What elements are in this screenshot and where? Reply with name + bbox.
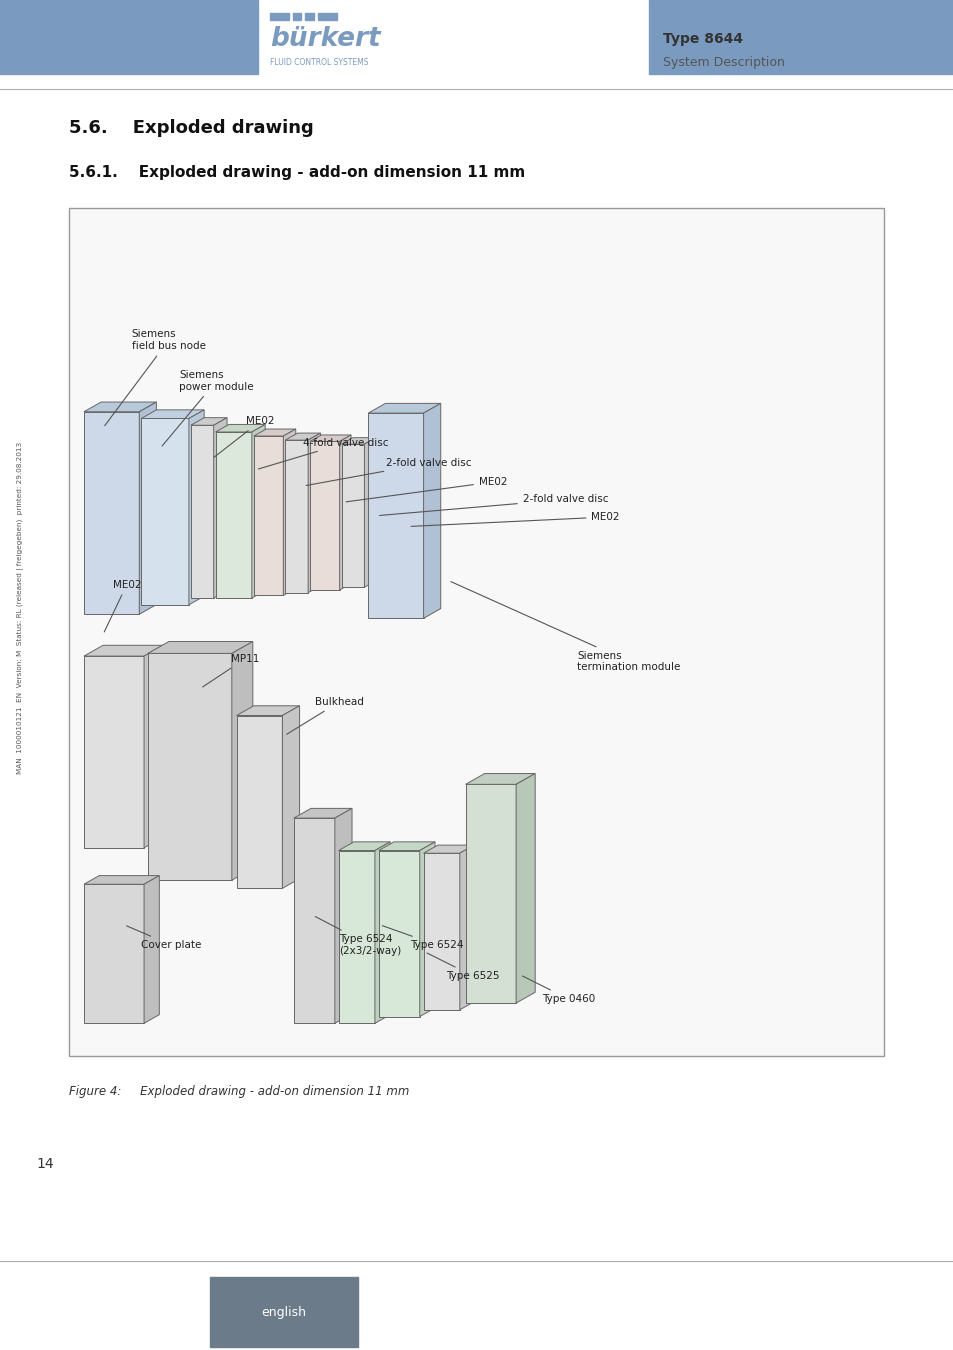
Polygon shape — [139, 402, 156, 614]
Text: Type 6525: Type 6525 — [427, 953, 499, 981]
Polygon shape — [285, 433, 320, 440]
Polygon shape — [144, 876, 159, 1023]
Polygon shape — [191, 425, 213, 598]
Polygon shape — [338, 842, 390, 850]
Polygon shape — [84, 645, 163, 656]
Polygon shape — [253, 436, 283, 595]
Text: ME02: ME02 — [104, 579, 141, 632]
Text: Type 0460: Type 0460 — [522, 976, 595, 1004]
Polygon shape — [236, 716, 282, 888]
Text: 2-fold valve disc: 2-fold valve disc — [379, 494, 608, 516]
Polygon shape — [148, 653, 232, 880]
Bar — [69, 208, 883, 1056]
Text: 14: 14 — [36, 1157, 53, 1170]
Polygon shape — [141, 410, 204, 418]
Polygon shape — [335, 809, 352, 1023]
Polygon shape — [84, 884, 144, 1023]
Bar — [305, 14, 314, 20]
Text: bürkert: bürkert — [270, 26, 380, 53]
Polygon shape — [285, 440, 308, 593]
Bar — [317, 14, 336, 20]
Polygon shape — [189, 410, 204, 605]
Polygon shape — [282, 706, 299, 888]
Polygon shape — [341, 437, 375, 444]
Text: Type 8644: Type 8644 — [662, 32, 742, 46]
Polygon shape — [294, 809, 352, 818]
Polygon shape — [215, 424, 265, 432]
Polygon shape — [252, 424, 265, 598]
Polygon shape — [84, 876, 159, 884]
Text: Siemens
termination module: Siemens termination module — [451, 582, 679, 672]
Polygon shape — [419, 842, 435, 1017]
Polygon shape — [423, 853, 459, 1010]
Polygon shape — [253, 429, 295, 436]
Polygon shape — [148, 641, 253, 653]
Polygon shape — [378, 850, 419, 1017]
Text: english: english — [260, 1305, 306, 1319]
Bar — [293, 14, 301, 20]
Text: 2-fold valve disc: 2-fold valve disc — [306, 458, 472, 486]
Polygon shape — [310, 441, 339, 590]
Polygon shape — [141, 418, 189, 605]
Bar — [270, 14, 289, 20]
Polygon shape — [368, 404, 440, 413]
Polygon shape — [368, 413, 423, 618]
Polygon shape — [84, 656, 144, 848]
Text: ME02: ME02 — [411, 512, 619, 526]
Text: System Description: System Description — [662, 55, 784, 69]
Polygon shape — [423, 404, 440, 618]
Bar — [648, 0, 953, 74]
Polygon shape — [339, 435, 351, 590]
Polygon shape — [516, 774, 535, 1003]
Text: Cover plate: Cover plate — [127, 926, 201, 950]
Polygon shape — [364, 437, 375, 587]
Polygon shape — [213, 417, 227, 598]
Polygon shape — [465, 784, 516, 1003]
Polygon shape — [341, 444, 364, 587]
Polygon shape — [310, 435, 351, 441]
Polygon shape — [215, 432, 252, 598]
Polygon shape — [375, 842, 390, 1023]
Polygon shape — [423, 845, 474, 853]
Bar — [0, 0, 257, 74]
Text: Figure 4:     Exploded drawing - add-on dimension 11 mm: Figure 4: Exploded drawing - add-on dime… — [69, 1085, 409, 1099]
Text: Bulkhead: Bulkhead — [286, 697, 363, 734]
Text: FLUID CONTROL SYSTEMS: FLUID CONTROL SYSTEMS — [270, 58, 368, 66]
Polygon shape — [338, 850, 375, 1023]
Text: 5.6.1.    Exploded drawing - add-on dimension 11 mm: 5.6.1. Exploded drawing - add-on dimensi… — [69, 165, 524, 180]
Text: 5.6.    Exploded drawing: 5.6. Exploded drawing — [69, 119, 314, 136]
Polygon shape — [191, 417, 227, 425]
Polygon shape — [308, 433, 320, 593]
Text: Type 6524
(2x3/2-way): Type 6524 (2x3/2-way) — [315, 917, 400, 956]
Text: MP11: MP11 — [202, 653, 259, 687]
Polygon shape — [465, 774, 535, 784]
Polygon shape — [84, 412, 139, 614]
Text: MAN  1000010121  EN  Version: M  Status: RL (released | freigegeben)  printed: 2: MAN 1000010121 EN Version: M Status: RL … — [17, 441, 25, 774]
Polygon shape — [236, 706, 299, 716]
Polygon shape — [283, 429, 295, 595]
Text: Siemens
power module: Siemens power module — [162, 370, 253, 446]
Polygon shape — [294, 818, 335, 1023]
Text: 4-fold valve disc: 4-fold valve disc — [258, 437, 389, 468]
Text: Siemens
field bus node: Siemens field bus node — [105, 329, 206, 425]
Polygon shape — [459, 845, 474, 1010]
Polygon shape — [378, 842, 435, 850]
Text: ME02: ME02 — [213, 416, 274, 458]
Text: ME02: ME02 — [346, 477, 507, 502]
Bar — [210, 1277, 357, 1347]
Polygon shape — [84, 402, 156, 412]
Text: Type 6524: Type 6524 — [382, 926, 463, 950]
Polygon shape — [144, 645, 163, 848]
Polygon shape — [232, 641, 253, 880]
